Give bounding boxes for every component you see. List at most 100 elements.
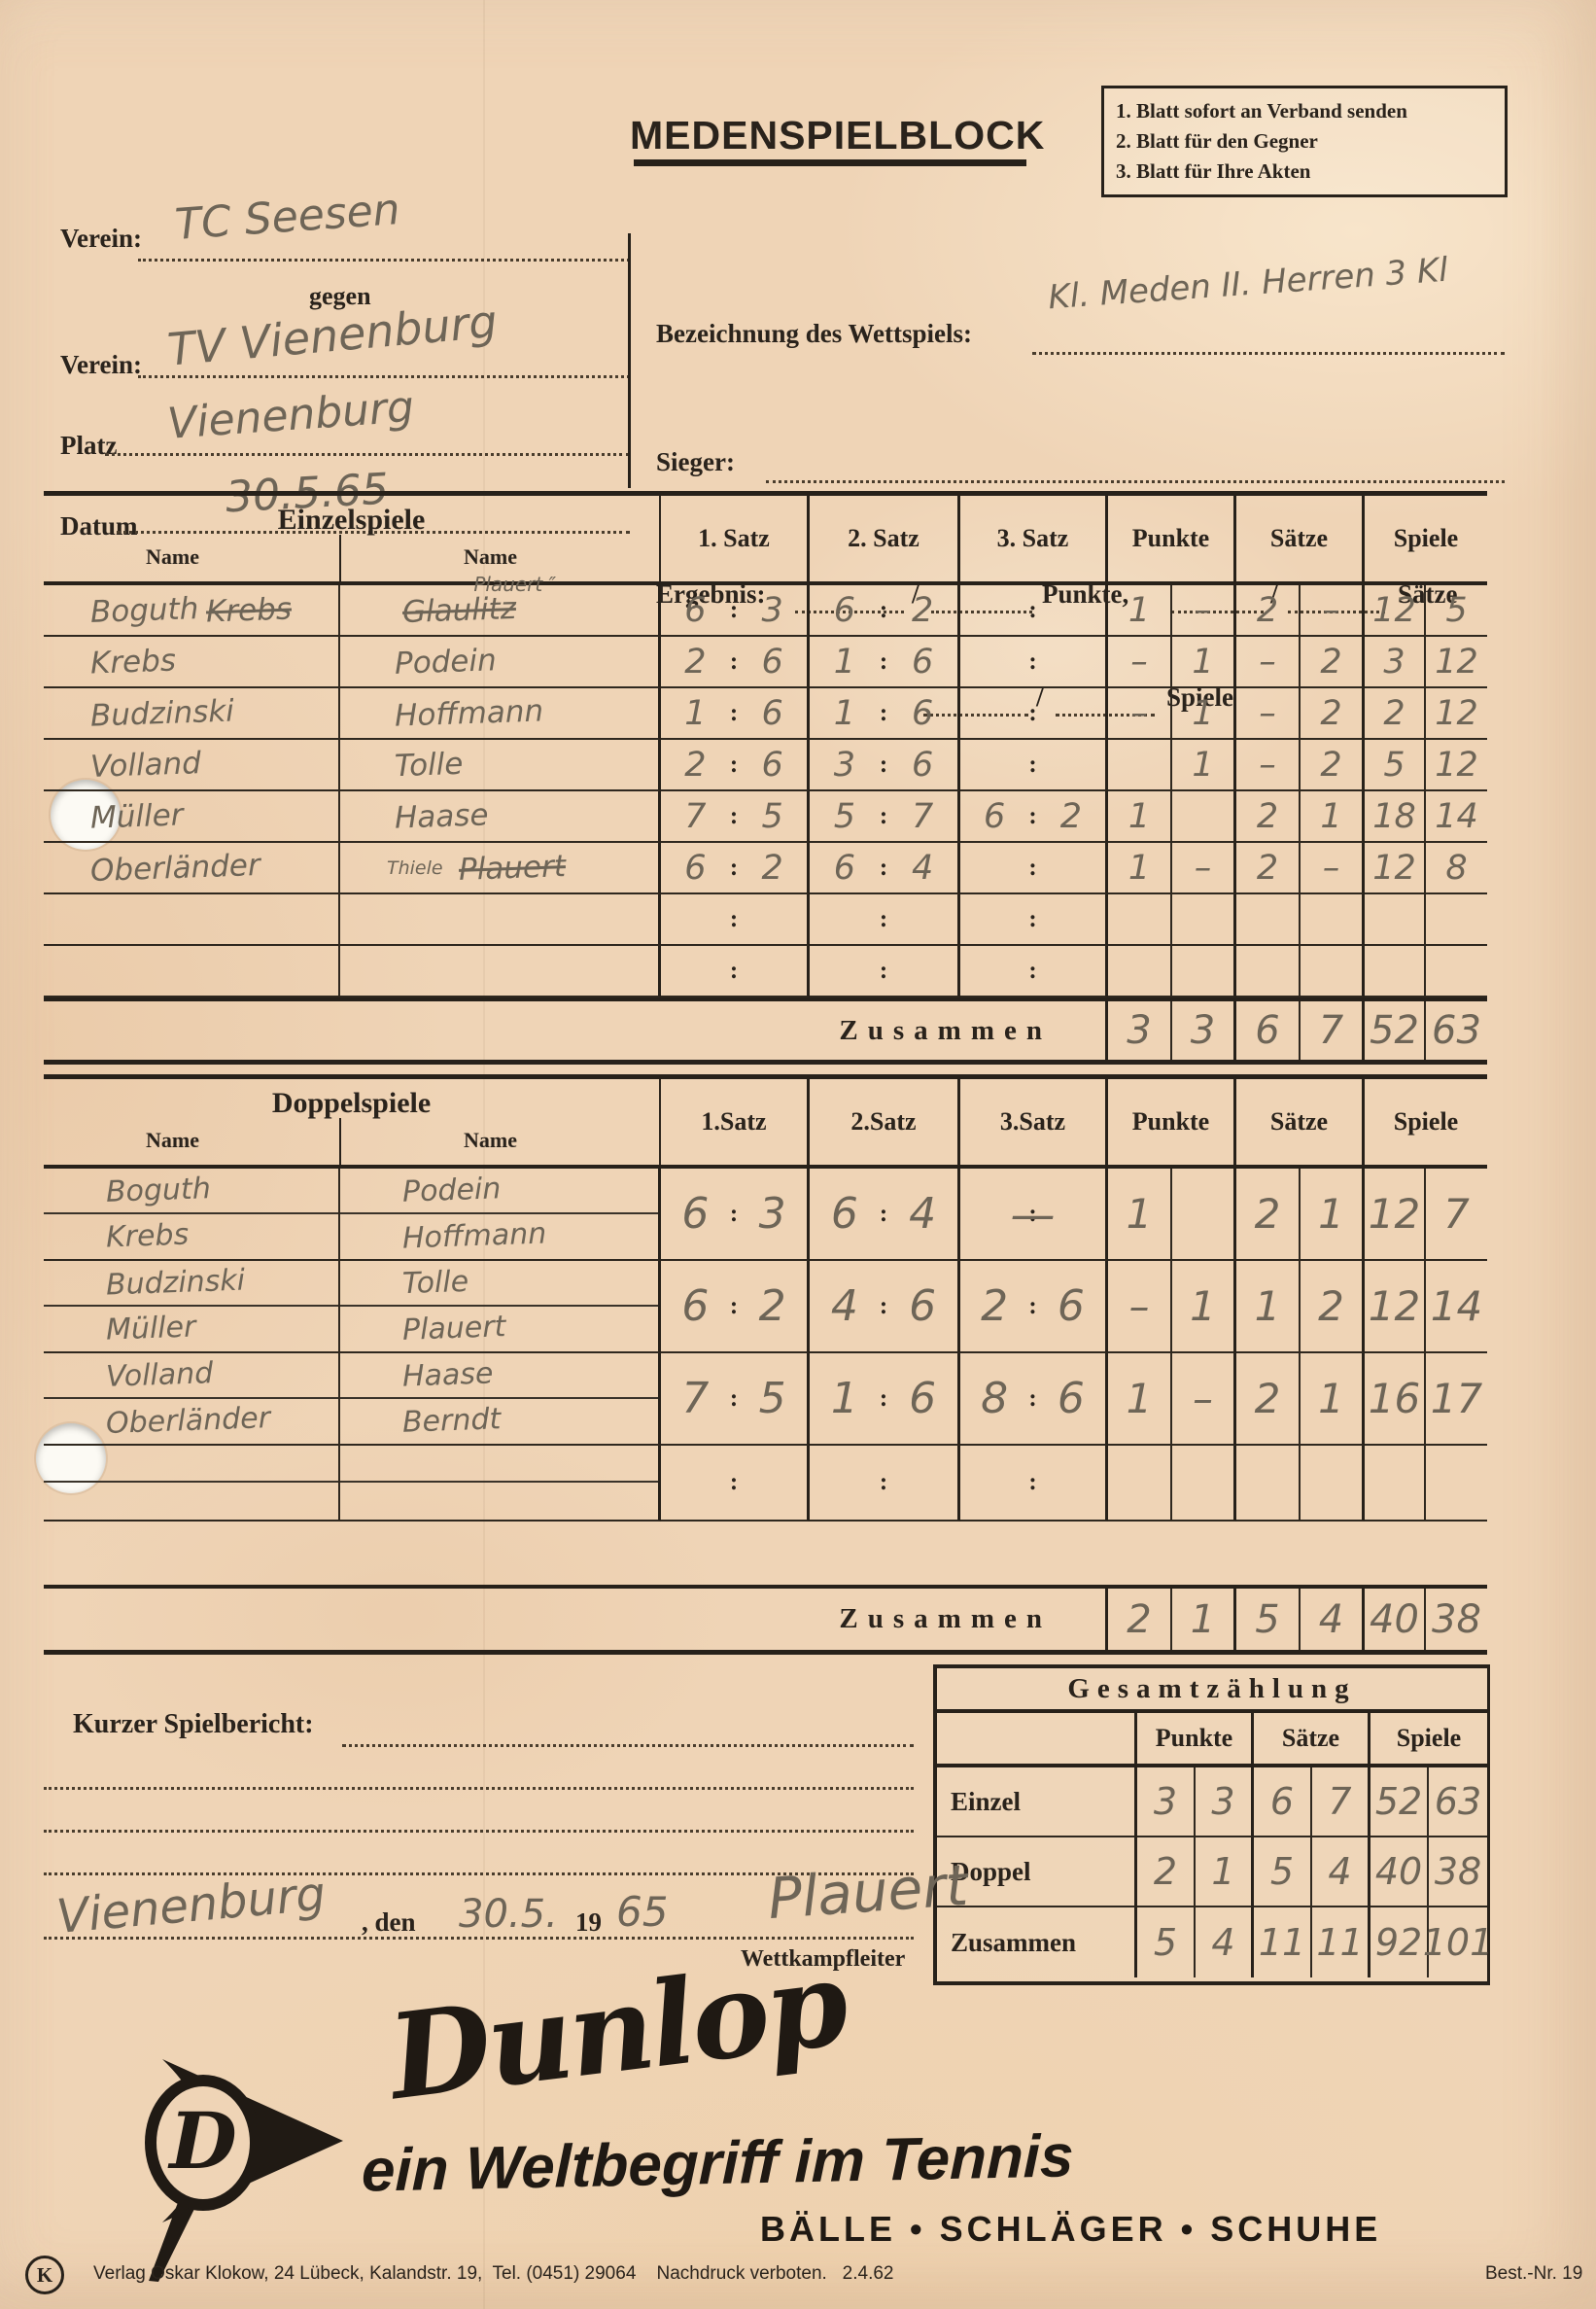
instruction-line: 3. Blatt für Ihre Akten <box>1116 159 1311 183</box>
table-rule <box>44 581 1487 585</box>
score-set1: 6:3 <box>661 1169 810 1261</box>
player-name-struck: Plauert <box>457 848 567 888</box>
saetze-against: 1 <box>1301 791 1365 843</box>
table-row-name <box>340 894 661 946</box>
player-name: Oberländer <box>105 1401 271 1442</box>
player-name: Podein <box>401 1171 502 1209</box>
table-row-name: Müller <box>44 791 340 843</box>
saetze-against: 2 <box>1301 637 1365 688</box>
signature-date: 30.5. <box>459 1892 558 1937</box>
year-print: 19 <box>575 1907 602 1937</box>
verein2-label: Verein: <box>60 350 142 379</box>
column-header-name: Name <box>464 544 517 569</box>
player-name: Berndt <box>401 1402 502 1441</box>
gesamt-header: Punkte Sätze Spiele <box>937 1713 1487 1767</box>
total-spiele-against: 63 <box>1432 1008 1481 1053</box>
table-row-name: Podein <box>340 637 661 688</box>
score-set2: 6:2 <box>810 585 960 637</box>
punkte-against <box>1172 1169 1236 1261</box>
punkte-for: 1 <box>1108 843 1172 894</box>
score-set2: 6:4 <box>810 1169 960 1261</box>
slash: / <box>912 579 919 609</box>
form-title: MEDENSPIELBLOCK <box>630 113 1046 157</box>
doppel-header: Doppelspiele Name Name 1.Satz 2.Satz 3.S… <box>44 1079 1487 1165</box>
gesamt-title: Gesamtzählung <box>937 1668 1487 1713</box>
punkte-against: 1 <box>1172 637 1236 688</box>
platz-value: Vienenburg <box>165 382 416 449</box>
total-saetze-against: 7 <box>1301 1001 1365 1060</box>
table-row-name <box>340 946 661 997</box>
table-row-name: Tolle <box>340 740 661 791</box>
spiele-against: 14 <box>1426 1261 1487 1353</box>
punkte-for: 1 <box>1108 791 1172 843</box>
score-set3: 6:2 <box>960 791 1108 843</box>
score-set1: 6:3 <box>661 585 810 637</box>
player-name: Hoffmann <box>394 692 544 734</box>
saetze-against: 2 <box>1301 740 1365 791</box>
spiele-line <box>923 714 1028 717</box>
score-set3: : <box>960 843 1108 894</box>
spiele-against: 17 <box>1426 1353 1487 1446</box>
column-header-satz1: 1.Satz <box>661 1079 810 1165</box>
title-underline <box>634 159 1026 166</box>
score-set1: 1:6 <box>661 688 810 740</box>
player-name: Budzinski <box>105 1263 246 1303</box>
zusammen-label: Zusammen <box>44 1589 1108 1650</box>
score-set2: : <box>810 946 960 997</box>
gesamt-row-label: Doppel <box>937 1837 1137 1907</box>
doppel-section-title: Doppelspiele <box>271 1087 432 1119</box>
saetze-against: – <box>1301 843 1365 894</box>
datum-label: Datum <box>60 511 138 541</box>
score-set2: 1:6 <box>810 1353 960 1446</box>
spiele-against: 7 <box>1426 1169 1487 1261</box>
signature-year: 65 <box>616 1888 669 1936</box>
verein1-value: TC Seesen <box>173 184 402 251</box>
punkte-for <box>1108 740 1172 791</box>
slash: / <box>1036 682 1044 712</box>
score-set3: : <box>960 894 1108 946</box>
table-row-name: Boguth Krebs <box>44 585 340 637</box>
saetze-for: – <box>1236 688 1301 740</box>
table-rule <box>44 1650 1487 1655</box>
dunlop-d-arrow-icon: D <box>145 2059 343 2282</box>
slash: / <box>1270 579 1278 609</box>
spiele-for: 12 <box>1365 1169 1426 1261</box>
player-name: Volland <box>89 745 202 785</box>
column-header-punkte: Punkte <box>1108 496 1236 581</box>
bezeichnung-line <box>1032 352 1505 355</box>
verein2-line <box>138 375 630 378</box>
table-row-name: Haase <box>340 791 661 843</box>
einzel-header: Einzelspiele Name Name 1. Satz 2. Satz 3… <box>44 496 1487 581</box>
saetze-for: 2 <box>1236 791 1301 843</box>
ergebnis-line <box>931 611 1032 613</box>
spiele-against: 12 <box>1426 688 1487 740</box>
gesamt-row-label: Zusammen <box>937 1907 1137 1977</box>
score-set3: : <box>960 1446 1108 1522</box>
player-name: Krebs <box>105 1217 190 1255</box>
dunlop-d-letter: D <box>167 2095 236 2187</box>
ergebnis-line <box>1171 611 1264 613</box>
punch-hole <box>51 780 121 850</box>
table-rule <box>44 997 1487 1001</box>
column-header-spiele: Spiele <box>1393 524 1459 552</box>
gesamt-header-punkte: Punkte <box>1137 1713 1254 1767</box>
gesamt-row-einzel: Einzel 3 3 6 7 52 63 <box>937 1767 1487 1837</box>
player-name-struck: Krebs <box>205 590 293 630</box>
spiele-for: 12 <box>1365 585 1426 637</box>
player-name: Oberländer <box>89 847 261 889</box>
bezeichnung-value: Kl. Meden II. Herren 3 Kl <box>1047 250 1449 318</box>
player-name: Müller <box>105 1310 196 1347</box>
total-spiele-for: 52 <box>1365 1001 1426 1060</box>
platz-line <box>105 453 630 456</box>
score-set1: 7:5 <box>661 1353 810 1446</box>
score-set3: 2:6 <box>960 1261 1108 1353</box>
punkte-against: – <box>1172 843 1236 894</box>
name-annotation: Plauert ″ <box>473 573 557 596</box>
column-header-satz1: 1. Satz <box>661 496 810 581</box>
player-name: Müller <box>89 796 185 836</box>
player-name: Boguth <box>105 1171 212 1209</box>
score-set3: : <box>960 688 1108 740</box>
score-set2: : <box>810 1446 960 1522</box>
player-name: Plauert <box>401 1310 506 1348</box>
